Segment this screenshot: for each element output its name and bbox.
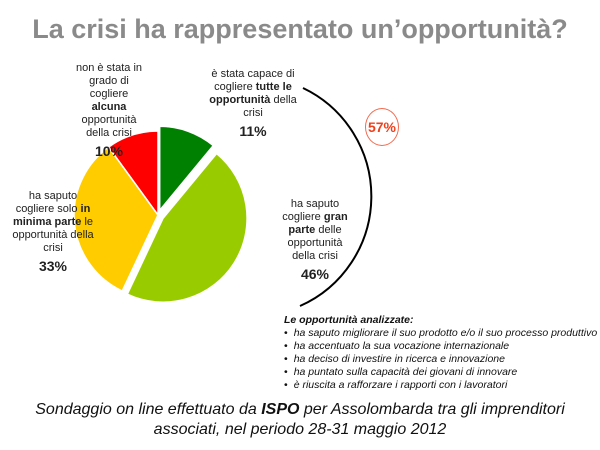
list-item: ha deciso di investire in ricerca e inno… bbox=[284, 353, 597, 366]
pie-slice-tutte bbox=[158, 125, 215, 213]
opportunities-list: Le opportunità analizzate: ha saputo mig… bbox=[284, 314, 597, 392]
data-label: 33% bbox=[38, 258, 68, 274]
pie-slice-minima-parte bbox=[73, 145, 159, 293]
annotation-circle: 57% bbox=[365, 108, 399, 146]
data-label: 11% bbox=[239, 123, 267, 139]
data-label: 10% bbox=[94, 143, 124, 159]
data-label: 46% bbox=[300, 266, 330, 282]
label-tutte: è stata capace di cogliere tutte le oppo… bbox=[209, 68, 297, 139]
list-item: ha puntato sulla capacità dei giovani di… bbox=[284, 366, 597, 379]
opportunities-heading: Le opportunità analizzate: bbox=[284, 314, 414, 326]
list-item: ha saputo migliorare il suo prodotto e/o… bbox=[284, 327, 598, 340]
bracket-arc bbox=[299, 87, 373, 307]
label-gran-parte: ha saputo cogliere gran parte delle oppo… bbox=[275, 198, 355, 282]
pie-slice-alcuna bbox=[107, 130, 159, 218]
label-alcuna: non è stata in grado di cogliere alcuna … bbox=[75, 62, 143, 159]
footer-source: Sondaggio on line effettuato da ISPO per… bbox=[35, 401, 565, 438]
list-item: ha accentuato la sua vocazione internazi… bbox=[284, 340, 597, 353]
list-item: è riuscita a rafforzare i rapporti con i… bbox=[284, 379, 597, 392]
label-minima-parte: ha saputo cogliere solo in minima parte … bbox=[12, 190, 94, 274]
page-title: La crisi ha rappresentato un’opportunità… bbox=[32, 14, 568, 44]
pie-slice-gran-parte bbox=[126, 152, 248, 303]
